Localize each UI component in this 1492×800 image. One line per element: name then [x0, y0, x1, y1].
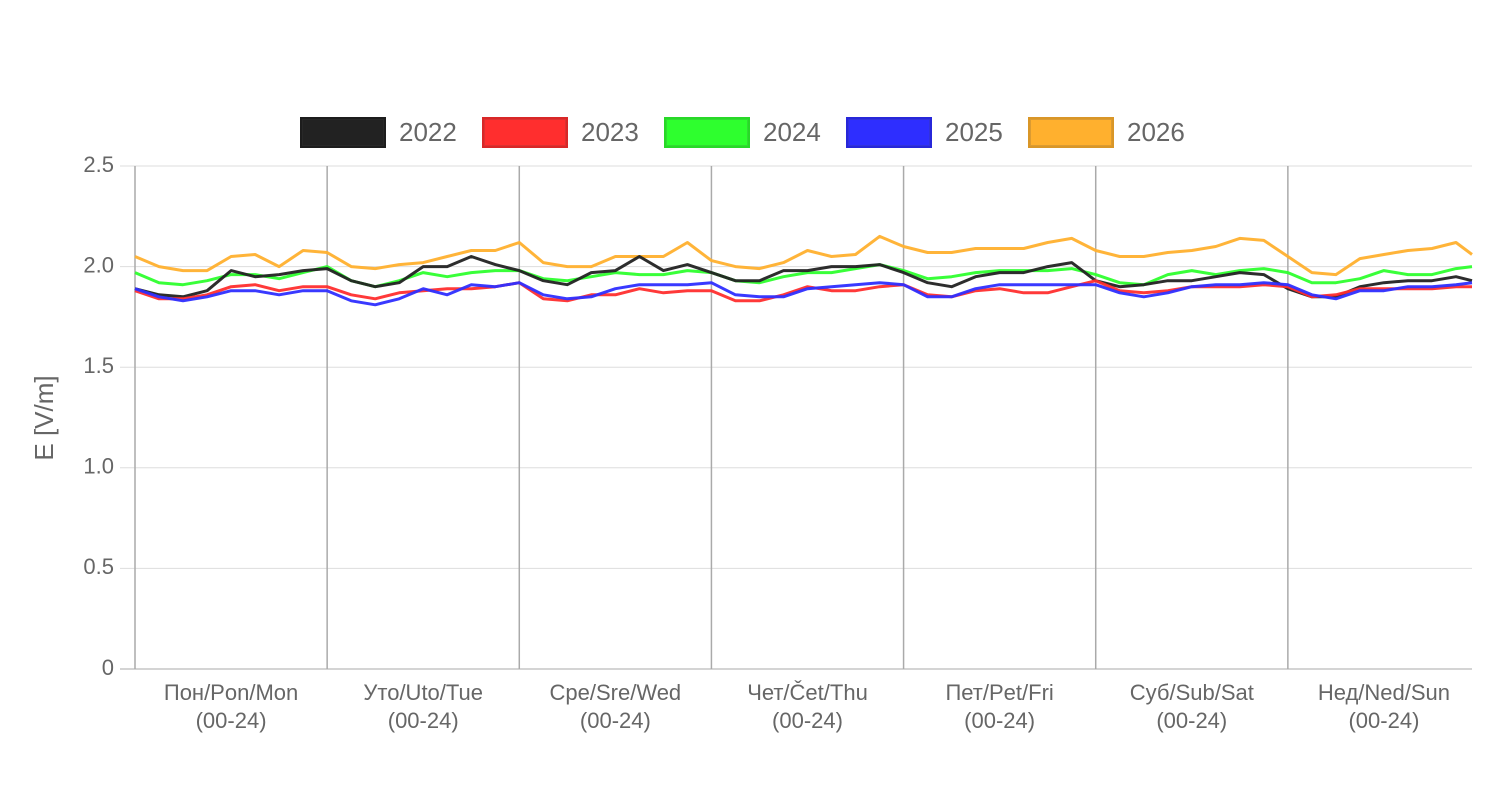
- x-tick-label: Суб/Sub/Sat: [1130, 680, 1254, 705]
- x-tick-label: (00-24): [1348, 708, 1419, 733]
- series-line: [134, 279, 1472, 303]
- legend-label: 2022: [399, 117, 457, 147]
- legend-swatch-fill: [849, 120, 929, 145]
- x-tick-label: Пет/Pet/Fri: [945, 680, 1053, 705]
- y-tick-label: 1.0: [83, 454, 114, 479]
- series-line: [134, 234, 1473, 277]
- series-line: [134, 255, 1473, 299]
- legend-label: 2023: [581, 117, 639, 147]
- legend-swatch-fill: [667, 120, 747, 145]
- x-tick-label: (00-24): [964, 708, 1035, 733]
- x-tick-label: Пон/Pon/Mon: [164, 680, 298, 705]
- x-tick-label: (00-24): [772, 708, 843, 733]
- x-tick-label: (00-24): [580, 708, 651, 733]
- x-tick-label: Уто/Uto/Tue: [363, 680, 483, 705]
- y-tick-label: 1.5: [83, 353, 114, 378]
- x-tick-label: (00-24): [1156, 708, 1227, 733]
- legend-swatch-fill: [1031, 120, 1111, 145]
- x-tick-label: (00-24): [196, 708, 267, 733]
- x-tick-label: Чет/Čet/Thu: [747, 680, 868, 705]
- y-tick-label: 2.5: [83, 152, 114, 177]
- legend-label: 2025: [945, 117, 1003, 147]
- series-line: [134, 281, 1473, 307]
- y-tick-label: 0: [102, 655, 114, 680]
- legend-label: 2026: [1127, 117, 1185, 147]
- x-tick-label: Нед/Ned/Sun: [1318, 680, 1450, 705]
- x-tick-label: Сре/Sre/Wed: [550, 680, 682, 705]
- legend-swatch-fill: [303, 120, 383, 145]
- y-tick-label: 2.0: [83, 252, 114, 277]
- y-tick-label: 0.5: [83, 554, 114, 579]
- x-tick-label: (00-24): [388, 708, 459, 733]
- legend-label: 2024: [763, 117, 821, 147]
- legend-swatch-fill: [485, 120, 565, 145]
- y-axis-label: E [V/m]: [29, 375, 59, 460]
